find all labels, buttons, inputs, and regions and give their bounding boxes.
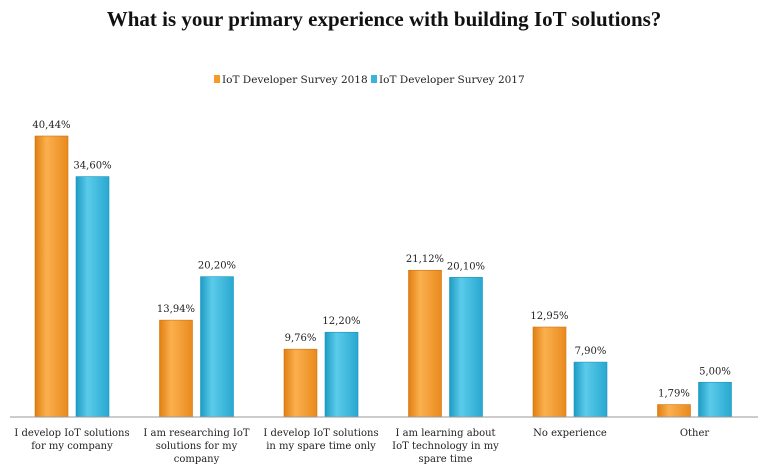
bar-2018-2 [283, 348, 318, 418]
bar-2017-1 [200, 276, 234, 418]
bar-2018-5 [657, 404, 691, 418]
data-label-2017-0: 34,60% [73, 161, 111, 172]
category-label-5: Other [680, 428, 710, 439]
category-label-0: I develop IoT solutions for my company [14, 428, 129, 452]
data-label-2018-5: 1,79% [658, 389, 690, 400]
data-label-2017-4: 7,90% [575, 346, 607, 357]
category-label-2: I develop IoT solutions in my spare time … [263, 428, 378, 452]
data-label-2018-1: 13,94% [157, 304, 195, 315]
bar-2018-1 [159, 319, 193, 418]
legend-swatch-2017 [371, 75, 377, 83]
bar-2018-4 [532, 326, 567, 418]
data-label-2018-0: 40,44% [32, 120, 70, 131]
data-label-2017-2: 12,20% [322, 316, 360, 327]
category-label-4: No experience [533, 428, 607, 439]
bar-2017-2 [324, 331, 359, 418]
bar-2017-4 [573, 361, 608, 418]
data-label-2018-3: 21,12% [406, 254, 444, 265]
bar-2018-3 [408, 269, 442, 418]
legend-label-2018: IoT Developer Survey 2018 [222, 74, 368, 86]
bar-2017-0 [75, 176, 110, 418]
category-labels: I develop IoT solutions for my company I a… [14, 428, 709, 465]
chart-title: What is your primary experience with bui… [106, 7, 662, 31]
data-label-2018-2: 9,76% [285, 333, 317, 344]
data-label-2017-5: 5,00% [699, 366, 731, 377]
bar-2018-0 [34, 135, 69, 418]
chart-legend: IoT Developer Survey 2018 IoT Developer S… [214, 74, 525, 86]
category-label-3: I am learning about IoT technology in my s… [392, 428, 499, 465]
data-label-2017-1: 20,20% [198, 261, 236, 272]
category-label-1: I am researching IoT solutions for my comp… [143, 428, 249, 465]
bar-2017-5 [698, 381, 732, 418]
data-label-2018-4: 12,95% [530, 311, 568, 322]
bar-2017-3 [449, 277, 483, 418]
data-label-2017-3: 20,10% [447, 261, 485, 272]
legend-swatch-2018 [214, 75, 220, 83]
legend-label-2017: IoT Developer Survey 2017 [379, 74, 525, 86]
bar-series: 40,44% 34,60% 13,94% 20,20% 9,76% 12,20% 21,12… [32, 120, 732, 418]
